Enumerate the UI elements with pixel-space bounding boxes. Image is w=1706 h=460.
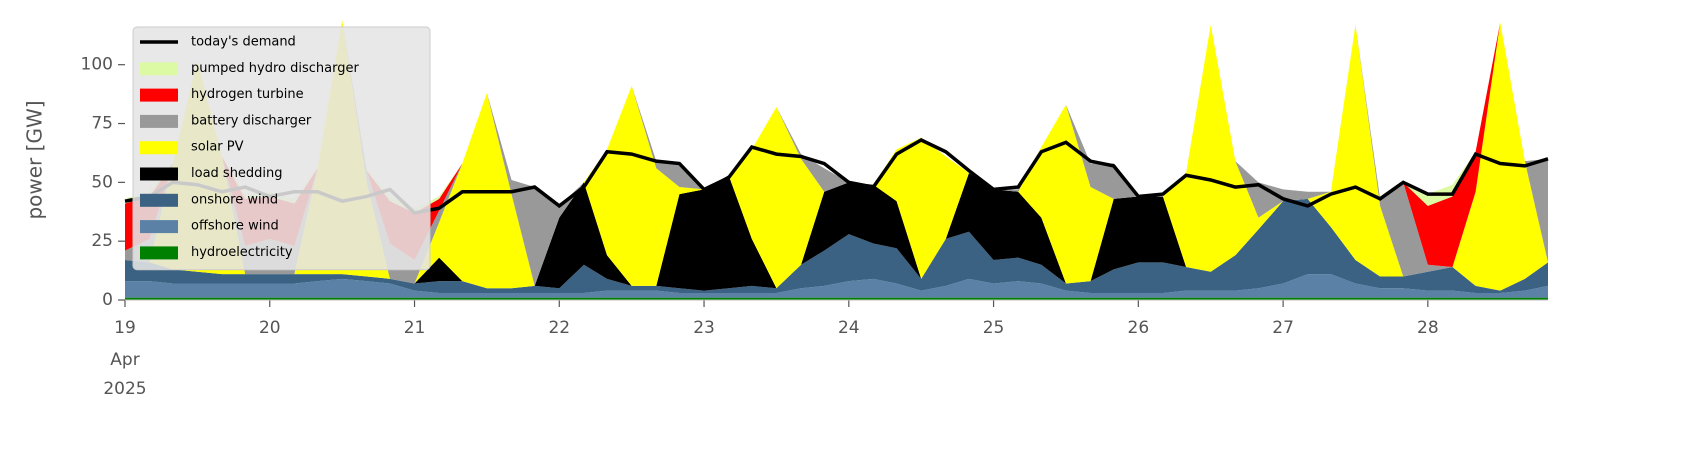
x-tick-label: 23	[693, 318, 715, 338]
legend-label: pumped hydro discharger	[191, 61, 359, 76]
legend-swatch	[140, 193, 178, 207]
y-tick-label: 75	[91, 114, 113, 134]
area	[125, 198, 1548, 293]
x-tick-label: 25	[983, 318, 1005, 338]
legend-label: onshore wind	[191, 192, 278, 207]
y-tick-label: 0	[102, 290, 113, 310]
x-tick-label: 26	[1128, 318, 1150, 338]
x-tick-sublabel: Apr	[110, 350, 139, 370]
y-axis-label: power [GW]	[23, 100, 47, 219]
area	[125, 172, 1548, 291]
x-tick-label: 27	[1272, 318, 1294, 338]
legend-label: load shedding	[191, 166, 283, 181]
legend-label: offshore wind	[191, 219, 279, 234]
legend-label: today's demand	[191, 35, 296, 50]
x-tick-label: 24	[838, 318, 860, 338]
y-tick-label: 50	[91, 172, 113, 192]
y-tick-label: 100	[81, 55, 113, 75]
x-tick-sublabel: 2025	[103, 379, 146, 399]
legend-label: battery discharger	[191, 113, 312, 128]
legend: today's demand pumped hydro discharger hyd…	[132, 26, 431, 271]
legend-swatch	[140, 141, 178, 155]
x-tick-label: 28	[1417, 318, 1439, 338]
legend-swatch	[140, 246, 178, 260]
x-tick-label: 22	[548, 318, 570, 338]
legend-swatch	[140, 220, 178, 234]
x-tick-label: 19	[114, 318, 136, 338]
legend-label: hydrogen turbine	[191, 87, 304, 102]
legend-box	[132, 26, 431, 271]
legend-swatch	[140, 88, 178, 102]
x-tick-label: 21	[404, 318, 426, 338]
area	[125, 20, 1548, 291]
legend-label: hydroelectricity	[191, 245, 293, 260]
legend-label: solar PV	[191, 140, 244, 155]
legend-swatch	[140, 62, 178, 76]
legend-swatch	[140, 114, 178, 128]
legend-swatch	[140, 167, 178, 181]
area	[125, 297, 1548, 300]
area	[125, 274, 1548, 298]
y-tick-label: 25	[91, 231, 113, 251]
x-tick-label: 20	[259, 318, 281, 338]
